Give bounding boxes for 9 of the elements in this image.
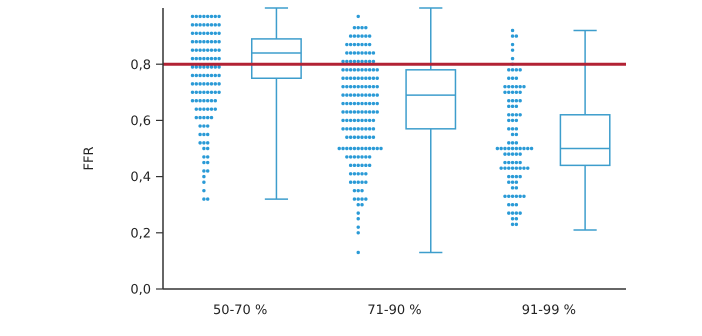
y-tick-label: 0,0 [130, 282, 151, 298]
y-tick-label: 0,4 [130, 170, 151, 186]
y-axis-title: FFR [82, 146, 97, 170]
y-tick-label: 0,6 [130, 114, 151, 129]
x-tick-label: 71-90 % [367, 303, 422, 318]
y-tick-label: 0,2 [130, 226, 151, 242]
x-tick-label: 91-99 % [522, 303, 576, 318]
x-tick-label: 50-70 % [213, 303, 268, 318]
y-tick-label: 0,8 [130, 58, 151, 73]
